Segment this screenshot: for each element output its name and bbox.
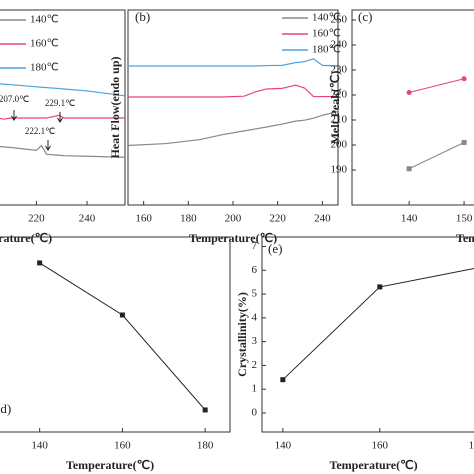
- series-line: [128, 58, 339, 67]
- plot-frame: [261, 236, 474, 433]
- panel-label: (b): [135, 9, 150, 24]
- legend-label: 160℃: [312, 28, 341, 40]
- arrow-head: [45, 145, 51, 151]
- marker: [202, 407, 208, 413]
- x-tick-label: 180: [180, 213, 197, 225]
- marker: [37, 260, 43, 266]
- legend-label: 140℃: [30, 14, 59, 26]
- panel-label: (c): [358, 9, 372, 24]
- x-tick-label: 200: [225, 213, 242, 225]
- marker: [119, 312, 125, 318]
- x-axis-label: Temperature(℃): [0, 231, 52, 245]
- x-tick-label: 140: [401, 213, 418, 225]
- series-line: [39, 262, 206, 411]
- series-line: [0, 83, 126, 97]
- legend-label: 140℃: [312, 12, 341, 24]
- marker: [377, 284, 383, 290]
- x-tick-label: 150: [456, 213, 473, 225]
- x-tick-label: 160: [135, 213, 152, 225]
- y-tick-label: 230: [331, 64, 348, 76]
- y-tick-label: 220: [331, 89, 348, 101]
- y-axis-label: Heat Flow(endo up): [108, 56, 122, 158]
- series-line: [0, 114, 125, 120]
- y-tick-label: 1: [252, 383, 258, 395]
- y-tick-label: 250: [331, 14, 348, 26]
- x-axis-label: Temperature(℃): [189, 231, 277, 245]
- x-tick-label: 220: [28, 213, 45, 225]
- plot-frame: [0, 236, 231, 433]
- y-tick-label: 5: [252, 288, 258, 300]
- legend-label: 180℃: [312, 44, 341, 56]
- y-axis-label: Crystallinity(%): [235, 292, 249, 377]
- y-tick-label: 0: [252, 407, 258, 419]
- legend-label: 160℃: [30, 38, 59, 50]
- x-tick-label: 140: [31, 440, 48, 452]
- y-tick-label: 7: [252, 240, 258, 252]
- panel-label: (e): [268, 241, 282, 256]
- y-axis-label: Melt Peak(℃): [328, 71, 342, 145]
- marker: [280, 377, 286, 383]
- series-line: [128, 84, 338, 98]
- marker: [461, 76, 467, 82]
- series-line: [408, 142, 465, 170]
- marker: [461, 140, 467, 145]
- x-tick-label: 180: [469, 440, 474, 452]
- series-line: [127, 110, 339, 147]
- legend-label: 180℃: [30, 62, 59, 74]
- y-tick-label: 2: [252, 359, 258, 371]
- x-tick-label: 220: [269, 213, 286, 225]
- arrow-head: [57, 117, 63, 123]
- x-tick-label: 160: [372, 440, 389, 452]
- annotation: 207.0℃: [0, 94, 29, 104]
- x-tick-label: 180: [197, 440, 214, 452]
- arrow-head: [11, 115, 17, 121]
- x-tick-label: 240: [314, 213, 331, 225]
- y-tick-label: 190: [331, 164, 348, 176]
- y-tick-label: 210: [331, 114, 348, 126]
- x-axis-label: Temperature(℃): [66, 458, 154, 472]
- panel-label: (d): [0, 401, 11, 416]
- series-line: [409, 78, 465, 93]
- series-line: [0, 144, 126, 158]
- y-tick-label: 4: [252, 311, 258, 323]
- annotation: 222.1℃: [25, 126, 55, 136]
- marker: [406, 90, 412, 95]
- x-tick-label: 140: [275, 440, 292, 452]
- plot-frame: [127, 9, 339, 206]
- x-axis-label: Temperature(℃): [329, 458, 417, 472]
- x-tick-label: 160: [114, 440, 131, 452]
- annotation: 229.1℃: [45, 98, 75, 108]
- x-axis-label: Temperature(℃): [456, 231, 474, 245]
- y-tick-label: 6: [252, 264, 258, 276]
- x-tick-label: 240: [79, 213, 96, 225]
- y-tick-label: 240: [331, 39, 348, 51]
- marker: [406, 166, 412, 172]
- plot-frame: [351, 9, 474, 206]
- y-tick-label: 3: [252, 335, 258, 347]
- y-tick-label: 200: [331, 139, 348, 151]
- plot-frame: [0, 9, 126, 206]
